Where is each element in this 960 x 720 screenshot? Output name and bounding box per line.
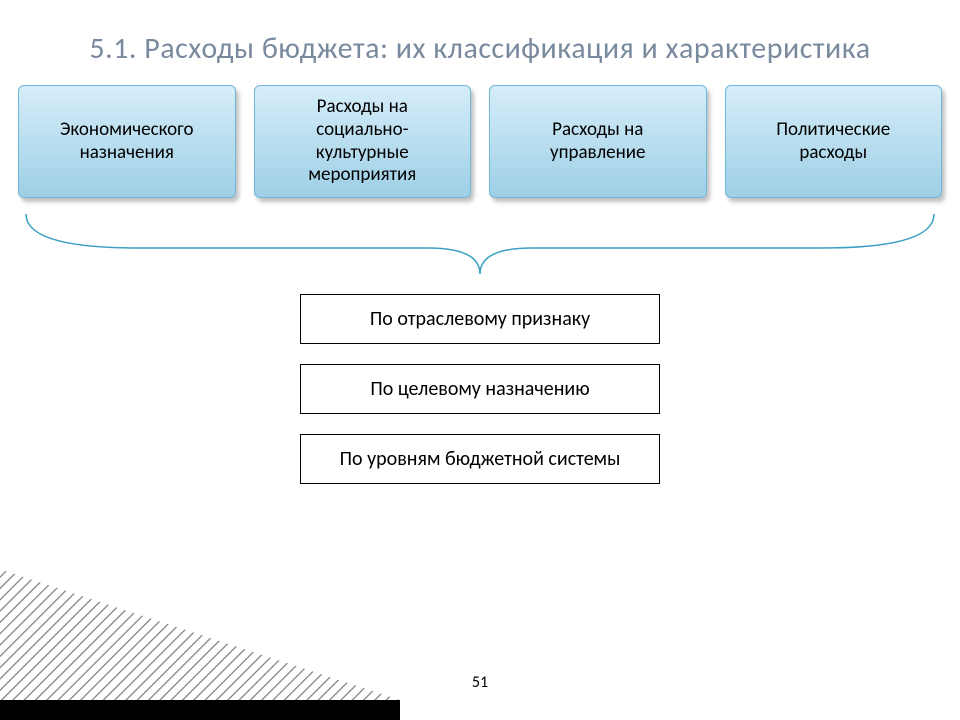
top-box-management: Расходы на управление [489,85,707,198]
top-box-political: Политические расходы [725,85,943,198]
curly-brace [18,208,942,278]
top-box-social-cultural: Расходы на социально- культурные меропри… [254,85,472,198]
classification-row-3: По уровням бюджетной системы [0,434,960,484]
classification-row-1: По отраслевому признаку [0,294,960,344]
slide-title: 5.1. Расходы бюджета: их классификация и… [12,30,948,67]
classification-row-2: По целевому назначению [0,364,960,414]
classification-box-purpose: По целевому назначению [300,364,660,414]
page-number: 51 [0,673,960,692]
classification-box-sector: По отраслевому признаку [300,294,660,344]
classification-box-budget-levels: По уровням бюджетной системы [300,434,660,484]
top-box-economic: Экономического назначения [18,85,236,198]
top-boxes-row: Экономического назначения Расходы на соц… [18,85,942,198]
